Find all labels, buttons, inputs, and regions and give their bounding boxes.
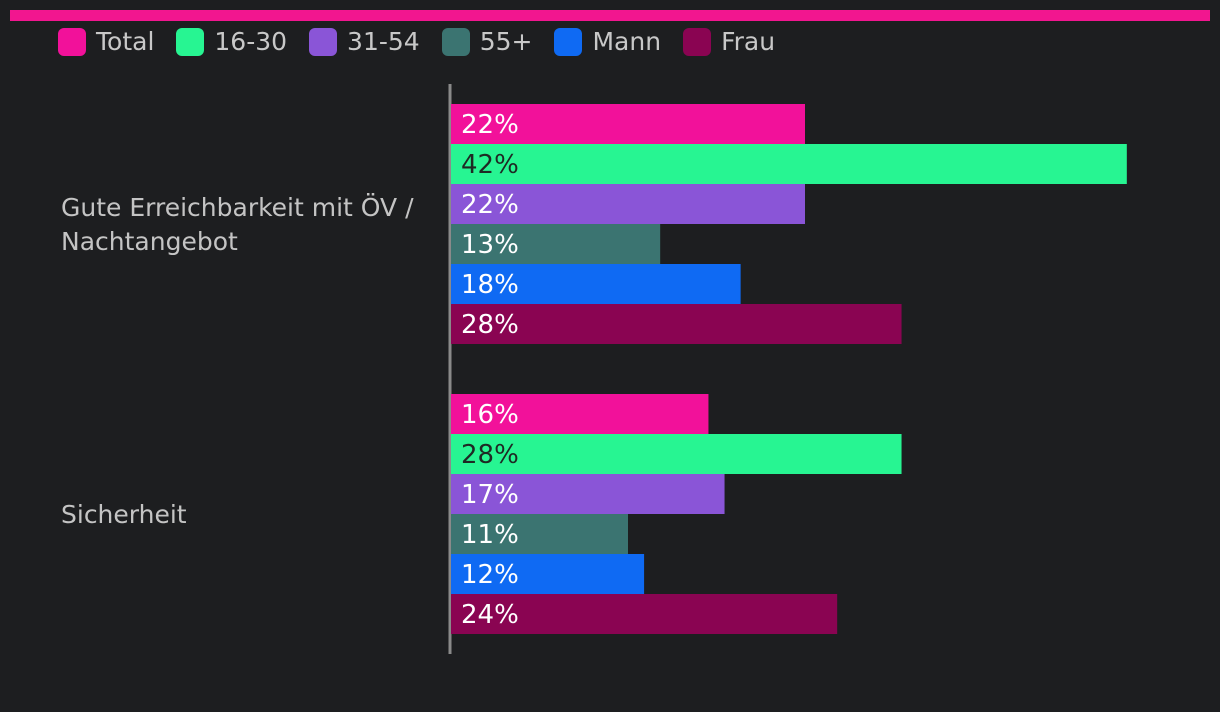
legend-swatch (441, 27, 470, 56)
legend-swatch (309, 27, 338, 56)
bar[interactable] (451, 224, 661, 264)
legend-label: Total (96, 27, 155, 56)
bar-value-label: 24% (461, 600, 519, 630)
bar-value-label: 42% (461, 150, 519, 180)
bar[interactable] (451, 594, 838, 634)
legend-label: Frau (721, 27, 776, 56)
legend-swatch (176, 27, 205, 56)
legend-item[interactable]: Frau (683, 27, 775, 56)
bar[interactable] (451, 474, 725, 514)
bar-value-label: 22% (461, 110, 519, 140)
legend-label: Mann (592, 27, 662, 56)
legend-item[interactable]: Total (58, 27, 154, 56)
category-label: Nachtangebot (61, 227, 238, 256)
legend-swatch (554, 27, 583, 56)
bar-value-label: 18% (461, 270, 519, 300)
bar-value-label: 13% (461, 230, 519, 260)
bar[interactable] (451, 514, 628, 554)
bar[interactable] (451, 304, 902, 344)
bar[interactable] (451, 144, 1127, 184)
accent-bar (10, 10, 1210, 21)
bar-value-label: 17% (461, 480, 519, 510)
legend-label: 55+ (479, 27, 533, 56)
category-label: Gute Erreichbarkeit mit ÖV / (61, 193, 414, 222)
legend-item[interactable]: 16-30 (176, 27, 287, 56)
category-label: Sicherheit (61, 500, 187, 529)
legend-label: 31-54 (347, 27, 420, 56)
bar[interactable] (451, 554, 645, 594)
bar-value-label: 16% (461, 400, 519, 430)
bar-value-label: 22% (461, 190, 519, 220)
bar[interactable] (451, 394, 709, 434)
legend-item[interactable]: 31-54 (309, 27, 420, 56)
legend-swatch (58, 27, 86, 56)
legend: Total 16-30 31-54 55+ Mann Frau (58, 27, 797, 56)
legend-item[interactable]: Mann (554, 27, 661, 56)
legend-item[interactable]: 55+ (441, 27, 533, 56)
bar[interactable] (451, 104, 805, 144)
bar-value-label: 12% (461, 560, 519, 590)
bar-value-label: 28% (461, 440, 519, 470)
bar-value-label: 28% (461, 310, 519, 340)
legend-label: 16-30 (214, 27, 288, 56)
bar[interactable] (451, 434, 902, 474)
bar[interactable] (451, 264, 741, 304)
bar-value-label: 11% (461, 520, 519, 550)
legend-swatch (683, 27, 712, 56)
bar[interactable] (451, 184, 805, 224)
